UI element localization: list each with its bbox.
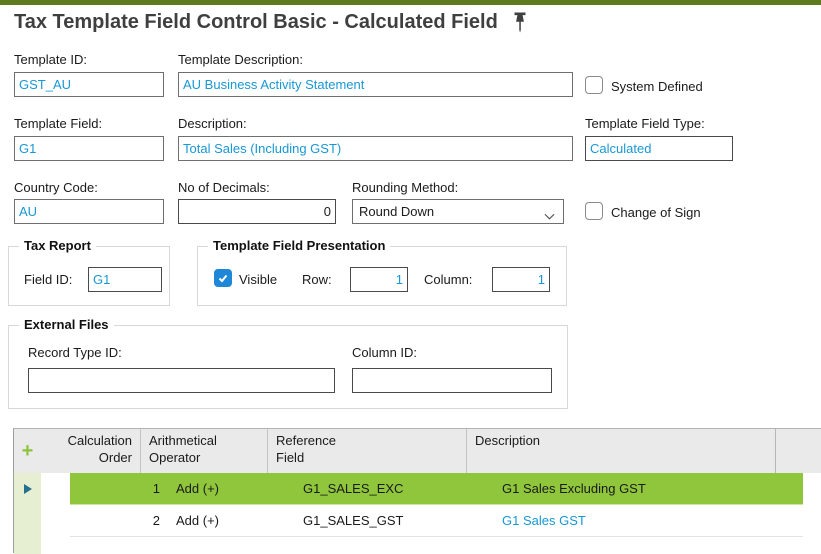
table-body: 1 Add (+) G1_SALES_EXC G1 Sales Excludin… [14,473,821,554]
no-of-decimals-label: No of Decimals: [178,180,270,195]
record-type-id-label: Record Type ID: [28,345,122,360]
page-title: Tax Template Field Control Basic - Calcu… [14,11,528,34]
row-label: Row: [302,272,332,287]
description-input[interactable]: Total Sales (Including GST) [178,136,573,161]
table-header: + Calculation Order Arithmetical Operato… [14,429,821,473]
chevron-down-icon [544,209,555,224]
visible-checkbox[interactable] [214,269,232,287]
pin-icon[interactable] [512,12,528,34]
row-input[interactable]: 1 [350,267,408,292]
rounding-method-value: Round Down [359,204,435,219]
add-row-button[interactable]: + [21,440,34,462]
row-selector-cell[interactable] [14,505,41,537]
template-description-input[interactable]: AU Business Activity Statement [178,72,573,97]
header-extra-cell [776,429,821,473]
top-accent-bar [0,0,821,5]
cell-description: G1 Sales GST [502,513,586,528]
selected-row-indicator-icon [23,484,32,494]
column-label: Column: [424,272,473,287]
field-id-input[interactable]: G1 [88,267,162,292]
cell-reference-field: G1_SALES_EXC [303,481,404,496]
column-id-input[interactable] [352,368,552,393]
cell-arithmetical-operator: Add (+) [176,481,219,496]
template-field-input[interactable]: G1 [14,136,164,161]
calculation-table: + Calculation Order Arithmetical Operato… [13,428,821,554]
external-files-group: External Files [8,317,568,409]
description-label: Description: [178,116,247,131]
page-title-text: Tax Template Field Control Basic - Calcu… [14,11,498,33]
tax-report-group-title: Tax Report [19,238,96,253]
cell-calculation-order: 2 [152,513,160,528]
table-row[interactable]: 2 Add (+) G1_SALES_GST G1 Sales GST [14,505,821,537]
field-id-label: Field ID: [24,272,73,287]
rounding-method-select[interactable]: Round Down [352,199,564,224]
header-gutter-cell: + [14,429,41,473]
system-defined-label: System Defined [611,79,703,94]
header-reference-field[interactable]: Reference Field [268,429,467,473]
template-field-type-label: Template Field Type: [585,116,705,131]
cell-arithmetical-operator: Add (+) [176,513,219,528]
visible-label: Visible [239,272,278,287]
country-code-label: Country Code: [14,180,98,195]
country-code-input[interactable]: AU [14,199,164,224]
template-description-label: Template Description: [178,52,303,67]
header-description[interactable]: Description [467,429,776,473]
system-defined-checkbox[interactable] [585,76,603,94]
template-field-label: Template Field: [14,116,103,131]
rounding-method-label: Rounding Method: [352,180,459,195]
cell-description: G1 Sales Excluding GST [502,481,646,496]
header-calculation-order[interactable]: Calculation Order [41,429,141,473]
change-of-sign-checkbox[interactable] [585,202,603,220]
change-of-sign-label: Change of Sign [611,205,701,220]
header-arithmetical-operator[interactable]: Arithmetical Operator [141,429,268,473]
no-of-decimals-input[interactable]: 0 [178,199,336,224]
column-id-label: Column ID: [352,345,418,360]
table-row[interactable]: 1 Add (+) G1_SALES_EXC G1 Sales Excludin… [14,473,821,505]
presentation-group-title: Template Field Presentation [208,238,391,253]
column-input[interactable]: 1 [492,267,550,292]
cell-calculation-order: 1 [152,481,160,496]
template-id-input[interactable]: GST_AU [14,72,164,97]
template-id-label: Template ID: [14,52,87,67]
row-selector-cell[interactable] [14,473,41,505]
external-files-group-title: External Files [19,317,114,332]
record-type-id-input[interactable] [28,368,335,393]
cell-reference-field: G1_SALES_GST [303,513,404,528]
template-field-type-input[interactable]: Calculated [585,136,733,161]
